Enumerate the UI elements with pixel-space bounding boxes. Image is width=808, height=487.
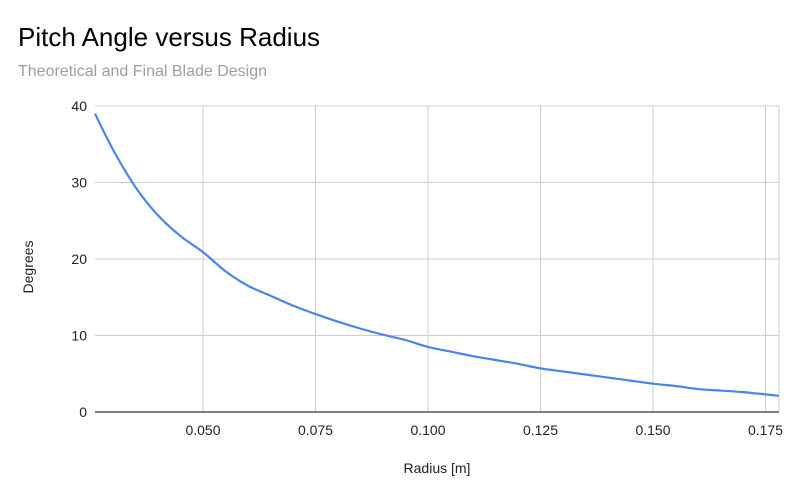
tick-labels: 0 10 20 30 40 0.050 0.075 0.100 0.125 0.150 0.175: [71, 98, 783, 438]
x-tick-label: 0.125: [523, 422, 558, 438]
x-tick-label: 0.150: [635, 422, 670, 438]
grid-lines: [95, 105, 780, 412]
x-axis-title: Radius [m]: [404, 460, 471, 476]
y-axis-title: Degrees: [20, 241, 36, 294]
x-tick-label: 0.175: [748, 422, 783, 438]
chart-title: Pitch Angle versus Radius: [18, 22, 321, 52]
y-tick-label: 40: [71, 98, 87, 114]
x-tick-label: 0.075: [298, 422, 333, 438]
y-tick-label: 30: [71, 175, 87, 191]
y-tick-label: 20: [71, 251, 87, 267]
series-line: [94, 113, 780, 398]
chart-subtitle: Theoretical and Final Blade Design: [18, 63, 268, 80]
y-tick-label: 10: [71, 328, 87, 344]
series-layer: [94, 113, 780, 398]
x-tick-label: 0.100: [410, 422, 445, 438]
y-tick-label: 0: [79, 404, 87, 420]
x-tick-label: 0.050: [185, 422, 220, 438]
